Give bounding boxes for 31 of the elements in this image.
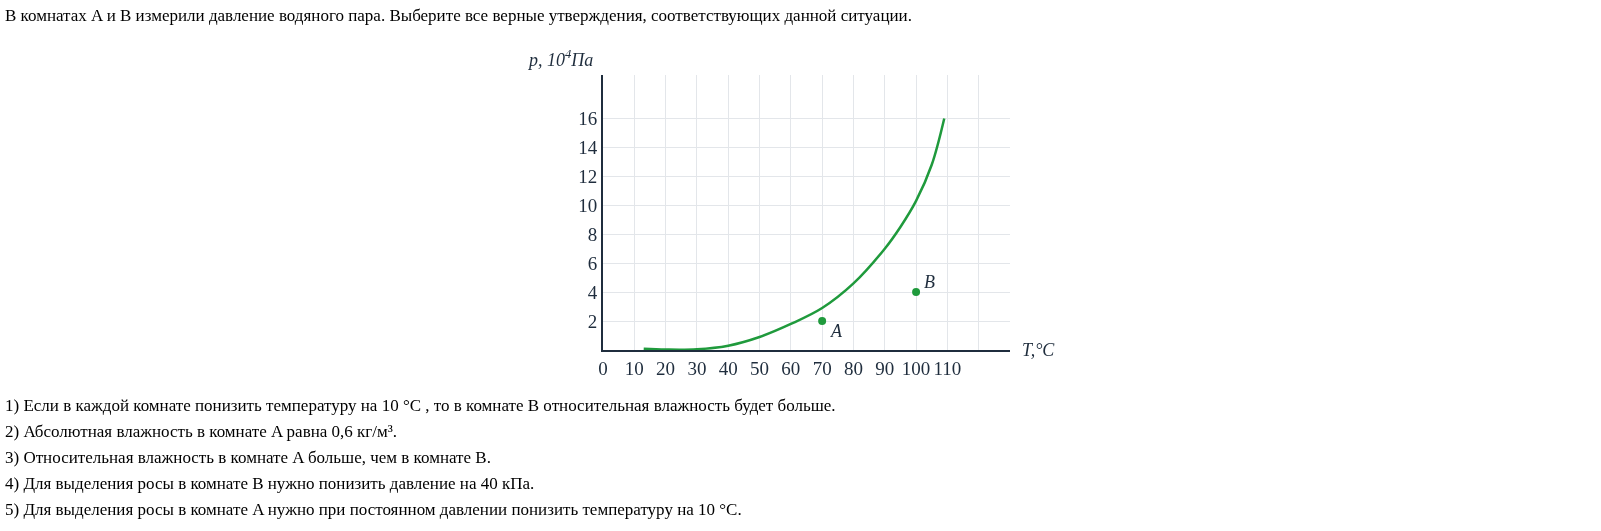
y-tick-label: 10: [578, 194, 598, 216]
x-axis-title: T,°C: [1022, 340, 1056, 360]
text: 1) Если в каждой комнате понизить температуру на 10 °C , то в комнате B относительная влажность будет больше.: [5, 396, 836, 415]
x-tick-label: 90: [875, 357, 895, 379]
x-tick-label: 100: [901, 357, 931, 379]
x-tick-label: 50: [750, 357, 770, 379]
annotation: A: [830, 321, 843, 341]
x-tick-label: 0: [598, 357, 608, 379]
x-tick-label: 30: [687, 357, 707, 379]
text: 3) Относительная влажность в комнате A больше, чем в комнате B.: [5, 448, 491, 467]
x-tick-label: 80: [843, 357, 863, 379]
y-tick-label: 2: [587, 310, 598, 332]
y-tick-label: 6: [587, 252, 598, 274]
annotation: B: [924, 272, 935, 292]
y-tick-label: 14: [578, 137, 598, 159]
x-tick-label: 20: [656, 357, 676, 379]
text: 4) Для выделения росы в комнате B нужно понизить давление на 40 кПа.: [5, 474, 535, 493]
y-axis-title: p, 10$^{4}$Па: [527, 47, 594, 70]
x-tick-label: 10: [624, 357, 644, 379]
y-tick-label: 16: [578, 108, 598, 130]
x-tick-label: 110: [933, 357, 962, 379]
y-tick-label: 12: [578, 165, 598, 187]
text: В комнатах A и B измерили давление водяного пара. Выберите все верные утверждения, соответствующих данной ситуации.: [5, 6, 912, 25]
line-series: [642, 117, 946, 350]
text: 5) Для выделения росы в комнате A нужно при постоянном давлении понизить температуру на 10 °C.: [5, 500, 742, 519]
text: 2) Абсолютная влажность в комнате A равна 0,6 кг/м³.: [5, 422, 398, 441]
x-tick-label: 70: [812, 357, 832, 379]
y-tick-label: 8: [587, 223, 598, 245]
x-tick-label: 40: [718, 357, 738, 379]
x-tick-label: 60: [781, 357, 801, 379]
y-tick-label: 4: [587, 281, 598, 303]
